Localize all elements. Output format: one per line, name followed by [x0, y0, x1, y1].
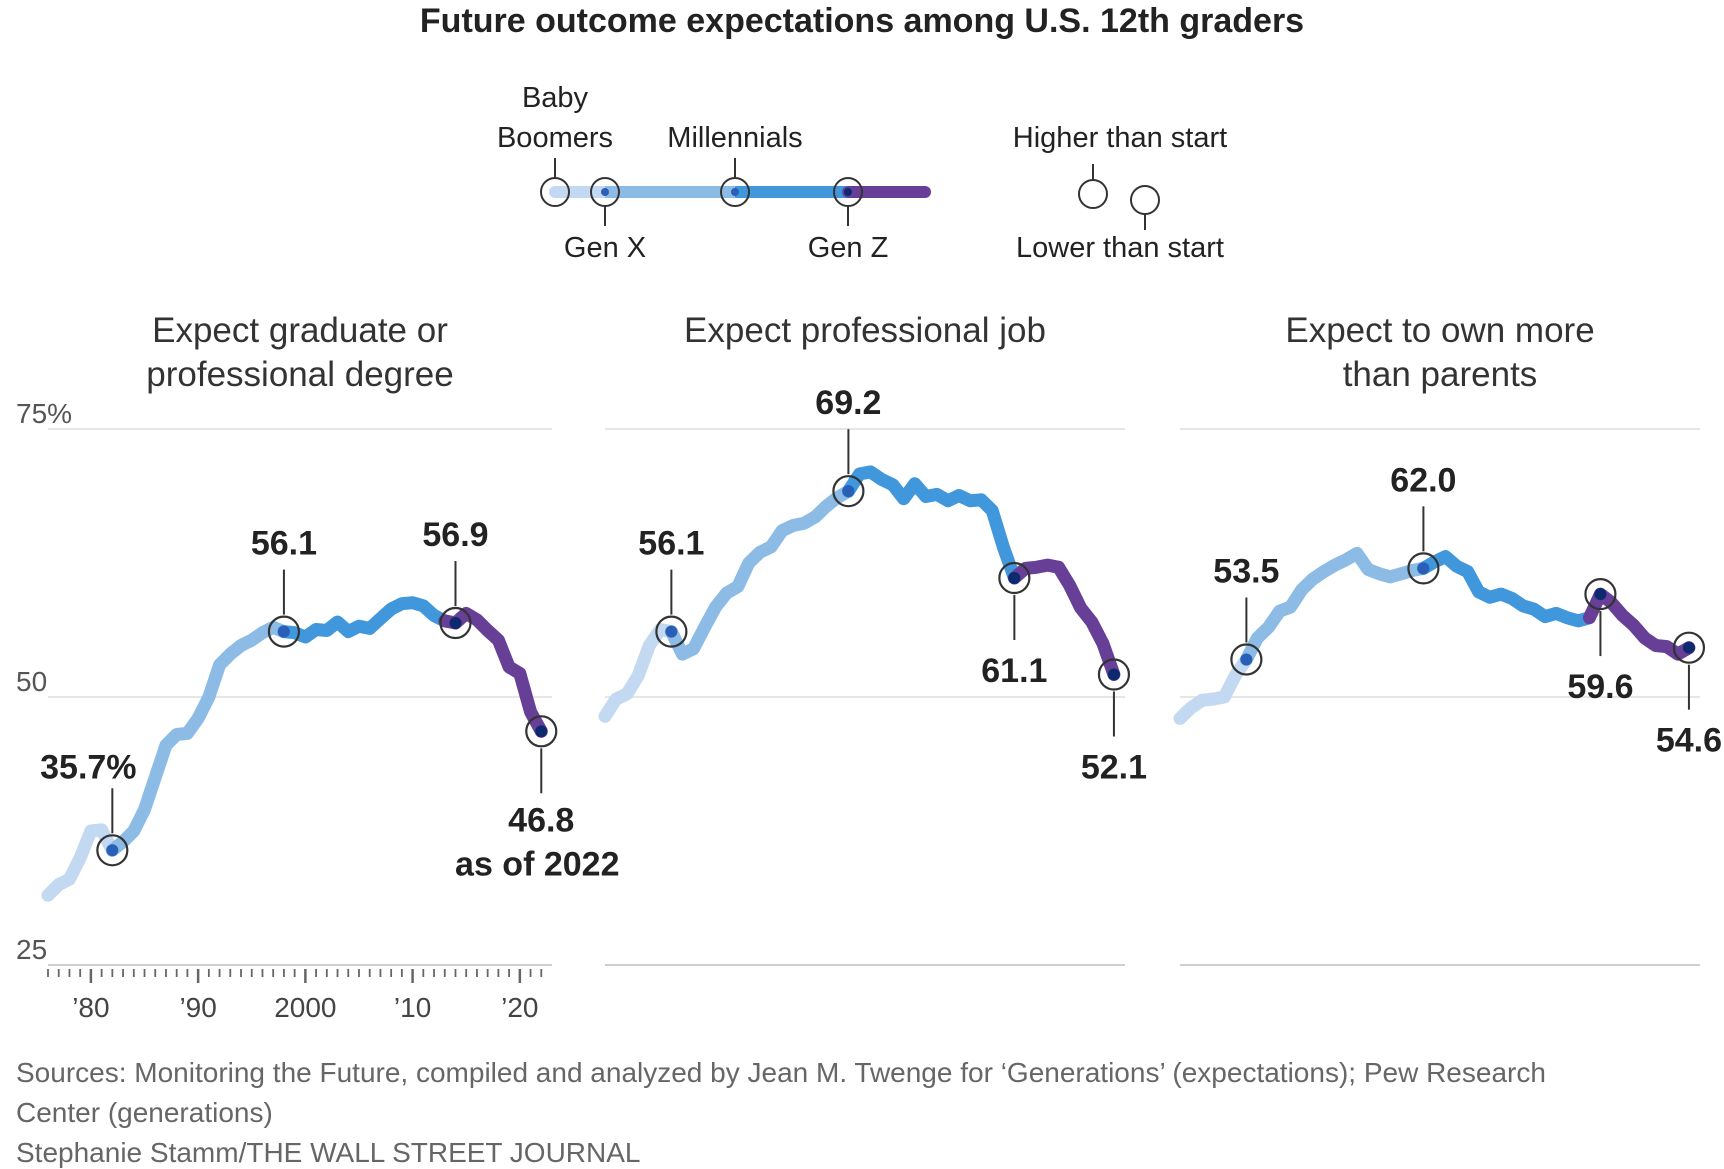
legend-label-lower: Lower than start [1016, 232, 1224, 264]
annotation-label-3-3: 59.6 [1567, 668, 1633, 706]
legend-label-millennials: Millennials [667, 122, 803, 154]
chart-title: Future outcome expectations among U.S. 1… [419, 2, 1305, 40]
subplot-title-1-line-1: Expect graduate or [152, 311, 448, 350]
footer-sources-line1: Sources: Monitoring the Future, compiled… [16, 1057, 1546, 1088]
annotation-ring-1-2 [267, 615, 301, 648]
legend-ring-millennials [720, 177, 750, 207]
annotation-dot-1-2 [277, 625, 290, 638]
annotation-ring-3-1 [1230, 643, 1263, 676]
legend-ring-baby-boomers [540, 177, 570, 207]
subplot-title-2-line-1: Expect professional job [684, 311, 1046, 350]
legend-label-boomers: Boomers [496, 122, 614, 154]
annotation-dot-2-3 [1008, 572, 1021, 585]
legend-label-gen-z: Gen Z [807, 232, 889, 264]
subplot-title-3-line-2: than parents [1343, 355, 1538, 394]
series-line-millennials-chart-2 [841, 465, 1021, 585]
annotation-dot-2-1 [665, 625, 678, 638]
x-tick-label-2000: 2000 [274, 992, 336, 1023]
annotation-ring-3-4 [1672, 631, 1706, 664]
annotation-label-1-4: 46.8 [508, 801, 574, 839]
annotation-label-1-3: 56.9 [422, 516, 488, 554]
legend-label-gen-x: Gen X [563, 232, 647, 264]
y-tick-label-75: 75% [16, 398, 72, 429]
annotation-dot-1-4 [535, 725, 548, 738]
series-line-gen-z-chart-3 [1582, 587, 1696, 661]
series-line-gen-z-chart-1 [438, 606, 548, 738]
series-line-baby-boomers-chart-2 [598, 623, 678, 723]
annotation-ring-3-3 [1584, 577, 1617, 611]
annotation-label-1-2: 56.1 [251, 525, 317, 563]
x-tick-label-2010: ’10 [394, 992, 431, 1023]
series-line-gen-x-chart-1 [105, 620, 291, 857]
legend-dot-gen-z [844, 188, 852, 196]
legend: Baby Boomers Millennials Gen X Gen Z Hig… [0, 0, 1724, 290]
series-line-gen-x-chart-3 [1239, 546, 1430, 666]
annotation-label-2-4: 52.1 [1081, 748, 1147, 786]
legend-graphic [540, 158, 1160, 230]
subplot-title-1-line-2: professional degree [146, 355, 453, 394]
annotation-dot-1-1 [106, 844, 119, 857]
y-tick-label-25: 25 [16, 934, 47, 965]
annotation-label-2-1: 56.1 [638, 525, 704, 563]
annotation-ring-2-2 [832, 475, 865, 508]
legend-ring-higher [1078, 179, 1108, 209]
x-tick-label-1980: ’80 [72, 992, 109, 1023]
legend-dot-gen-x [601, 188, 609, 196]
annotation-dot-2-4 [1107, 668, 1120, 681]
x-tick-label-2020: ’20 [501, 992, 538, 1023]
annotation-dot-1-3 [449, 617, 462, 630]
x-tick-label-1990: ’90 [179, 992, 216, 1023]
annotation-label-1-1: 35.7% [40, 748, 136, 786]
footer-credit: Stephanie Stamm/THE WALL STREET JOURNAL [16, 1137, 641, 1168]
legend-label-baby: Baby [521, 82, 589, 114]
annotation-label-3-2: 62.0 [1390, 461, 1456, 499]
annotation-ring-2-4 [1097, 658, 1131, 691]
annotation-ring-2-1 [655, 615, 688, 648]
series-line-baby-boomers-chart-1 [41, 823, 119, 902]
series-line-millennials-chart-1 [277, 596, 452, 644]
footer-sources-line2: Center (generations) [16, 1097, 273, 1128]
series-line-millennials-chart-3 [1416, 550, 1596, 628]
subplot-title-3-line-1: Expect to own more [1285, 311, 1594, 350]
annotation-ring-3-2 [1407, 552, 1440, 585]
annotation-label-2-3: 61.1 [981, 652, 1047, 690]
annotation-dot-3-1 [1240, 653, 1253, 666]
legend-ring-gen-z [833, 177, 863, 207]
annotation-dot-3-3 [1594, 588, 1607, 601]
legend-ring-gen-x [590, 177, 620, 207]
legend-ring-lower [1130, 185, 1160, 215]
annotation-dot-3-2 [1417, 562, 1430, 575]
annotation-label-3-1: 53.5 [1213, 552, 1279, 590]
annotation-label-2-2: 69.2 [815, 384, 881, 422]
series-line-gen-z-chart-2 [1007, 558, 1121, 681]
annotation-note-1-4: as of 2022 [455, 845, 619, 883]
annotation-ring-1-1 [96, 834, 129, 867]
legend-label-higher: Higher than start [1012, 122, 1228, 154]
y-tick-label-50: 50 [16, 666, 47, 697]
series-line-baby-boomers-chart-3 [1173, 653, 1253, 725]
annotation-label-3-4: 54.6 [1656, 722, 1722, 760]
annotation-ring-1-3 [439, 606, 472, 640]
legend-dot-millennials [731, 188, 739, 196]
annotation-dot-2-2 [842, 485, 855, 498]
annotation-ring-2-3 [998, 561, 1031, 595]
annotation-dot-3-4 [1682, 641, 1695, 654]
annotation-ring-1-4 [525, 715, 558, 748]
series-line-gen-x-chart-2 [664, 484, 855, 661]
